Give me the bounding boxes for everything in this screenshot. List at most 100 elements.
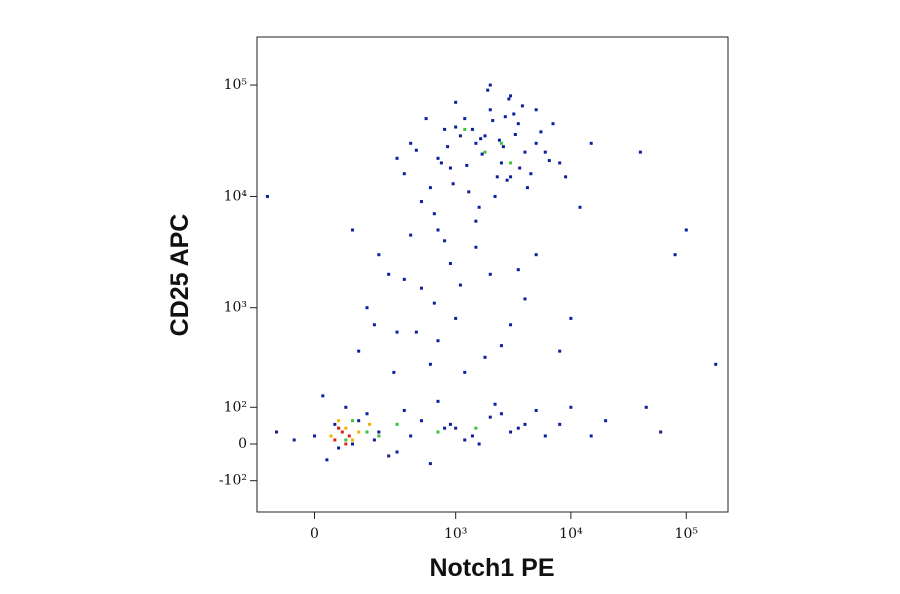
event-dot [392,370,396,374]
event-dot [344,438,348,442]
event-dot [337,426,341,430]
event-dot [351,228,355,232]
event-dot [436,156,440,160]
event-dot [454,316,458,320]
event-dot [428,186,432,190]
event-dot [569,405,573,409]
event-dot [501,145,505,149]
event-dot [493,194,497,198]
event-dot [684,228,688,232]
y-tick-label: 10² [224,399,247,415]
event-dot [495,175,499,179]
event-dot [516,426,520,430]
event-dot [477,205,481,209]
event-dot [365,412,369,416]
event-dot [344,426,348,430]
event-dot [474,245,478,249]
event-dot [443,426,447,430]
event-dot [448,262,452,266]
y-tick-label: -10² [219,473,247,489]
event-dot [313,434,317,438]
event-dot [673,253,677,257]
event-dot [483,150,487,154]
event-dot [525,186,529,190]
event-dot [516,268,520,272]
event-dot [578,205,582,209]
event-dot [558,349,562,353]
event-dot [402,172,406,176]
event-dot [458,283,462,287]
event-dot [512,112,516,116]
event-dot [714,362,718,366]
y-tick-label: 10⁵ [224,77,248,93]
event-dot [351,442,355,446]
event-dot [483,355,487,359]
event-dot [529,172,533,176]
event-dot [539,130,543,134]
event-dot [523,297,527,301]
event-dot [448,166,452,170]
event-dot [443,239,447,243]
x-tick-label: 10⁴ [559,526,583,542]
event-dot [439,161,443,165]
event-dot [357,430,361,434]
event-dot [414,330,418,334]
event-dot [520,104,524,108]
event-dot [265,194,269,198]
event-dot [480,152,484,156]
event-dot [534,408,538,412]
event-dot [275,430,279,434]
event-dot [419,419,423,423]
event-dot [454,426,458,430]
event-dot [479,137,483,141]
event-dot [516,122,520,126]
event-dot [486,88,490,92]
event-dot [368,422,372,426]
event-dot [432,301,436,305]
event-dot [470,434,474,438]
event-dot [534,253,538,257]
event-dot [351,438,355,442]
event-dot [523,422,527,426]
event-dot [509,430,513,434]
event-dot [409,233,413,237]
event-dot [419,286,423,290]
event-dot [436,430,440,434]
event-dot [509,323,513,327]
event-dot [409,141,413,145]
event-dot [470,127,474,131]
event-dot [443,127,447,131]
event-dot [499,344,503,348]
event-dot [351,419,355,423]
event-dot [465,163,469,167]
event-dot [451,182,455,186]
event-dot [499,161,503,165]
event-dot [365,306,369,310]
event-dot [428,362,432,366]
event-dot [513,132,517,136]
event-dot [488,415,492,419]
event-dot [463,370,467,374]
event-dot [467,190,471,194]
event-dot [458,134,462,138]
y-tick-label: 0 [238,436,247,452]
x-tick-label: 0 [310,526,319,542]
event-dot [659,430,663,434]
event-dot [436,339,440,343]
event-dot [491,119,495,123]
event-dot [372,323,376,327]
event-dot [395,450,399,454]
event-dot [419,200,423,204]
event-dot [543,150,547,154]
event-dot [436,399,440,403]
event-dot [395,156,399,160]
event-dot [395,422,399,426]
event-dot [325,458,329,462]
event-dot [644,405,648,409]
event-dot [387,272,391,276]
event-dot [337,446,341,450]
event-dot [509,94,513,98]
x-axis-title: Notch1 PE [429,554,554,582]
event-dot [414,148,418,152]
